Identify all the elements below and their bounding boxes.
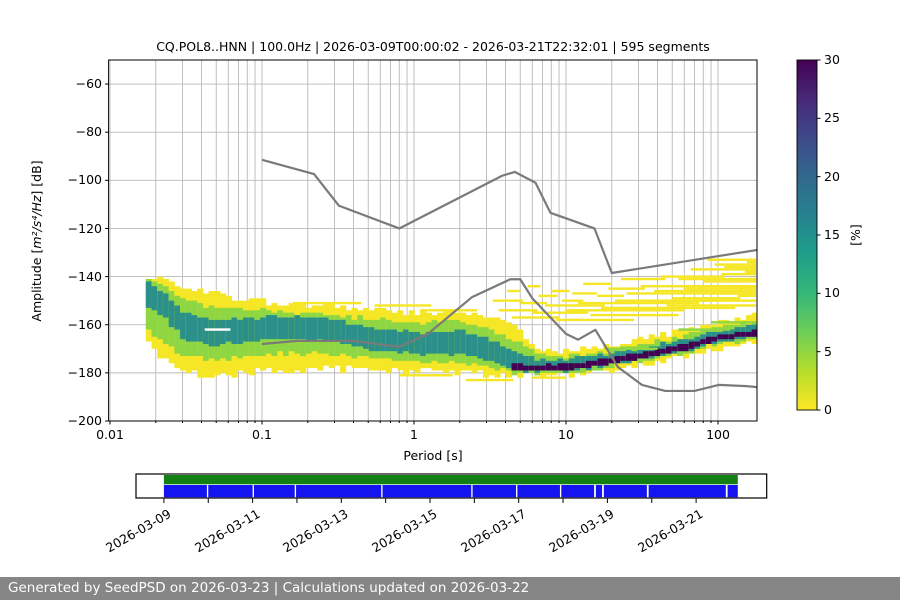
colorbar-tick-label: 20 — [824, 168, 840, 184]
colorbar-tick-label: 10 — [824, 285, 840, 301]
y-tick-label: −180 — [67, 364, 102, 380]
colorbar-tick-label: 5 — [824, 343, 832, 359]
x-axis-label: Period [s] — [403, 448, 463, 463]
y-tick-label: −140 — [67, 268, 102, 284]
footer-bar: Generated by SeedPSD on 2026-03-23 | Cal… — [0, 577, 900, 600]
footer-text: Generated by SeedPSD on 2026-03-23 | Cal… — [8, 580, 530, 596]
colorbar-tick-label: 15 — [824, 227, 840, 242]
x-tick-label: 0.01 — [96, 427, 124, 442]
x-tick-label: 10 — [558, 427, 574, 442]
y-tick-label: −100 — [67, 172, 102, 188]
colorbar-tick-label: 25 — [824, 110, 840, 126]
y-tick-label: −80 — [75, 124, 102, 140]
y-tick-label: −200 — [67, 413, 102, 428]
colorbar-tick-label: 30 — [824, 52, 840, 67]
plot-title: CQ.POL8..HNN | 100.0Hz | 2026-03-09T00:0… — [156, 39, 710, 54]
y-tick-label: −120 — [67, 220, 102, 236]
colorbar-unit-label: [%] — [848, 224, 863, 246]
colorbar-tick-label: 0 — [824, 402, 832, 417]
ppsd-plot-canvas — [105, 59, 821, 503]
x-tick-label: 100 — [706, 427, 730, 442]
x-tick-label: 0.1 — [252, 427, 272, 442]
y-tick-label: −160 — [67, 316, 102, 332]
x-tick-label: 1 — [410, 427, 418, 442]
y-tick-label: −60 — [75, 76, 102, 92]
